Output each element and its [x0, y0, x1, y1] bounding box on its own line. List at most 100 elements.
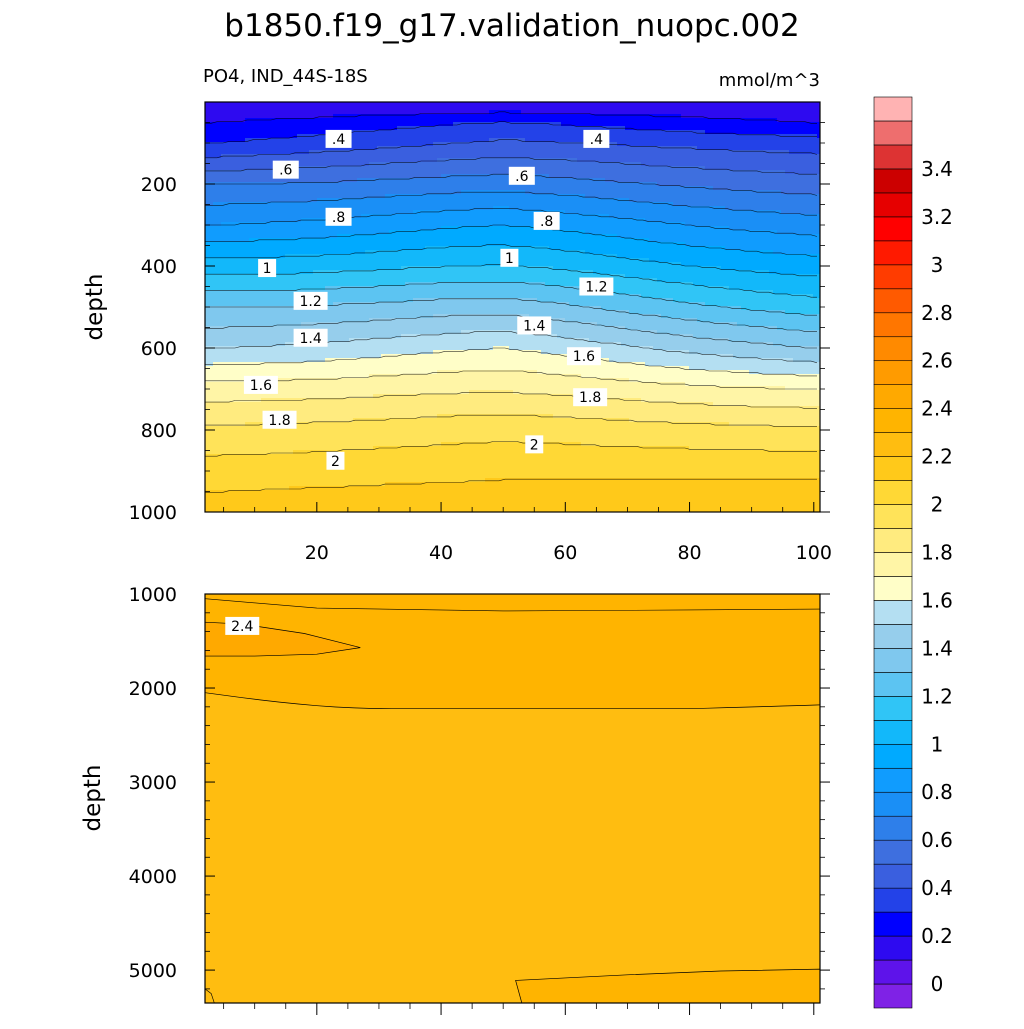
- contour-label: 2: [530, 437, 539, 453]
- contour-label: .4: [590, 132, 603, 148]
- y-tick-label: 4000: [129, 866, 177, 888]
- subtitle-variable-region: PO4, IND_44S-18S: [203, 66, 368, 87]
- colorbar-swatch: [874, 768, 912, 792]
- colorbar-swatch: [874, 576, 912, 600]
- contour-label: 1.6: [250, 378, 272, 394]
- contour-label: 1.2: [585, 280, 607, 296]
- colorbar-swatch: [874, 385, 912, 409]
- y-tick-label: 3000: [129, 772, 177, 794]
- upper-y-axis-label: depth: [82, 274, 108, 341]
- contour-label: .4: [332, 132, 345, 148]
- colorbar-swatch: [874, 672, 912, 696]
- contour-label: 2.4: [231, 619, 253, 635]
- colorbar-swatch: [874, 337, 912, 361]
- x-tick-label: 80: [677, 542, 701, 564]
- colorbar-swatch: [874, 600, 912, 624]
- contour-label: .6: [279, 163, 292, 179]
- colorbar-swatch: [874, 864, 912, 888]
- colorbar-swatch: [874, 912, 912, 936]
- colorbar-swatch: [874, 984, 912, 1008]
- colorbar-swatch: [874, 361, 912, 385]
- contour-label: 1.6: [573, 349, 595, 365]
- colorbar-swatch: [874, 409, 912, 433]
- colorbar-swatch: [874, 457, 912, 481]
- contour-label: .8: [540, 214, 553, 230]
- contour-label: 1.8: [579, 390, 601, 406]
- colorbar-swatch: [874, 840, 912, 864]
- colorbar-swatch: [874, 217, 912, 241]
- colorbar-tick-label: 2.6: [921, 349, 953, 373]
- colorbar-tick-label: 2.4: [921, 397, 953, 421]
- y-tick-label: 1000: [129, 584, 177, 606]
- colorbar-swatch: [874, 720, 912, 744]
- contour-label: 1: [263, 261, 272, 277]
- y-tick-label: 400: [141, 256, 177, 278]
- lower-y-axis-label: depth: [80, 765, 106, 832]
- y-tick-label: 2000: [129, 678, 177, 700]
- x-tick-label: 40: [429, 542, 453, 564]
- colorbar-swatch: [874, 816, 912, 840]
- colorbar-swatch: [874, 433, 912, 457]
- colorbar-swatch: [874, 505, 912, 529]
- colorbar-tick-label: 1.6: [921, 588, 953, 612]
- y-tick-label: 5000: [129, 960, 177, 982]
- colorbar-tick-label: 0.8: [921, 780, 953, 804]
- colorbar-swatch: [874, 145, 912, 169]
- colorbar-swatch: [874, 289, 912, 313]
- colorbar-swatch: [874, 936, 912, 960]
- colorbar-swatch: [874, 313, 912, 337]
- colorbar-tick-label: 1.8: [921, 541, 953, 565]
- subtitle-units: mmol/m^3: [719, 70, 820, 91]
- colorbar-tick-label: 2.8: [921, 301, 953, 325]
- colorbar-tick-label: 1.4: [921, 636, 953, 660]
- colorbar-tick-label: 2.2: [921, 445, 953, 469]
- colorbar-swatch: [874, 481, 912, 505]
- contour-label: 2: [331, 454, 340, 470]
- contour-label: 1.4: [523, 318, 545, 334]
- colorbar-tick-label: 0.6: [921, 828, 953, 852]
- contour-label: 1.4: [299, 331, 321, 347]
- colorbar-swatch: [874, 241, 912, 265]
- y-tick-label: 800: [141, 420, 177, 442]
- colorbar-swatch: [874, 744, 912, 768]
- y-tick-label: 200: [141, 174, 177, 196]
- colorbar-swatch: [874, 624, 912, 648]
- y-tick-label: 1000: [129, 502, 177, 524]
- colorbar-swatch: [874, 121, 912, 145]
- colorbar-swatch: [874, 696, 912, 720]
- colorbar-swatch: [874, 960, 912, 984]
- colorbar-tick-label: 0.2: [921, 924, 953, 948]
- x-tick-label: 100: [796, 542, 832, 564]
- colorbar-tick-label: 0.4: [921, 876, 953, 900]
- lower-panel: 2.4 1000 2000 3000 4000 5000 depth: [80, 584, 830, 1015]
- colorbar-tick-label: 1.2: [921, 684, 953, 708]
- upper-panel: .4 .4 .6 .6 .8 .8 1 1 1.2 1.2 1.4 1.4 1.6 1.6 1.8 1.8 2 2…: [82, 102, 832, 564]
- colorbar-swatch: [874, 792, 912, 816]
- colorbar-swatch: [874, 265, 912, 289]
- colorbar-swatch: [874, 888, 912, 912]
- colorbar-tick-label: 3: [931, 253, 944, 277]
- chart-title: b1850.f19_g17.validation_nuopc.002: [224, 8, 799, 44]
- colorbar-swatch: [874, 169, 912, 193]
- x-tick-label: 20: [305, 542, 329, 564]
- colorbar-tick-label: 2: [931, 493, 944, 517]
- contour-label: .8: [332, 210, 345, 226]
- colorbar-swatch: [874, 648, 912, 672]
- contour-label: 1: [505, 251, 514, 267]
- colorbar-tick-label: 1: [931, 732, 944, 756]
- colorbar-tick-label: 3.2: [921, 205, 953, 229]
- colorbar-tick-label: 3.4: [921, 157, 953, 181]
- colorbar-swatch: [874, 553, 912, 577]
- contour-label: 1.8: [268, 413, 290, 429]
- colorbar-swatch: [874, 193, 912, 217]
- colorbar-swatch: [874, 529, 912, 553]
- contour-label: .6: [515, 169, 528, 185]
- x-tick-label: 60: [553, 542, 577, 564]
- colorbar-tick-label: 0: [931, 972, 944, 996]
- colorbar: 0 0.2 0.4 0.6 0.8 1 1.2 1.4 1.6 1.8 2 2.2 2.4 2.6 2.8 3…: [874, 97, 953, 1008]
- y-tick-label: 600: [141, 338, 177, 360]
- contour-label: 1.2: [299, 294, 321, 310]
- colorbar-swatch: [874, 97, 912, 121]
